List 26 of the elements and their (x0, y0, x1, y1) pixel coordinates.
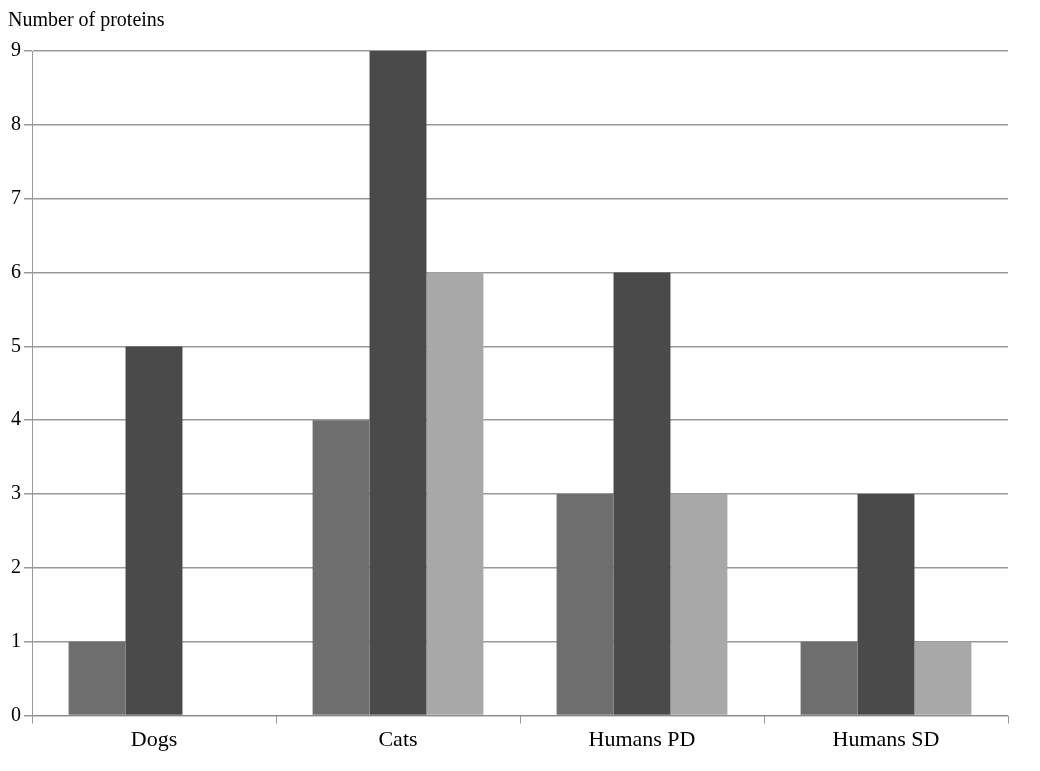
y-tick-label: 3 (11, 481, 21, 504)
bar (613, 272, 671, 715)
x-tick-label: Dogs (130, 725, 178, 751)
y-tick-label: 4 (11, 407, 21, 430)
bar (800, 641, 858, 715)
y-tick-label: 9 (11, 38, 21, 61)
bar (556, 494, 614, 715)
bar (68, 641, 126, 715)
bar (312, 420, 370, 715)
y-tick-label: 6 (11, 259, 21, 282)
bar (125, 346, 183, 715)
x-tick-label: Cats (378, 725, 418, 751)
y-tick-label: 0 (11, 702, 21, 725)
x-tick-label: Humans PD (588, 725, 696, 751)
bar (670, 494, 728, 715)
y-tick-label: 5 (11, 333, 21, 356)
y-tick-label: 2 (11, 555, 21, 578)
y-tick-label: 7 (11, 185, 21, 208)
bar (857, 494, 915, 715)
y-tick-label: 8 (11, 112, 21, 135)
y-tick-label: 1 (11, 629, 21, 652)
x-tick-label: Humans SD (832, 725, 940, 751)
bar (369, 51, 427, 715)
bar (914, 641, 972, 715)
y-axis-title: Number of proteins (8, 8, 166, 33)
bar (426, 272, 484, 715)
